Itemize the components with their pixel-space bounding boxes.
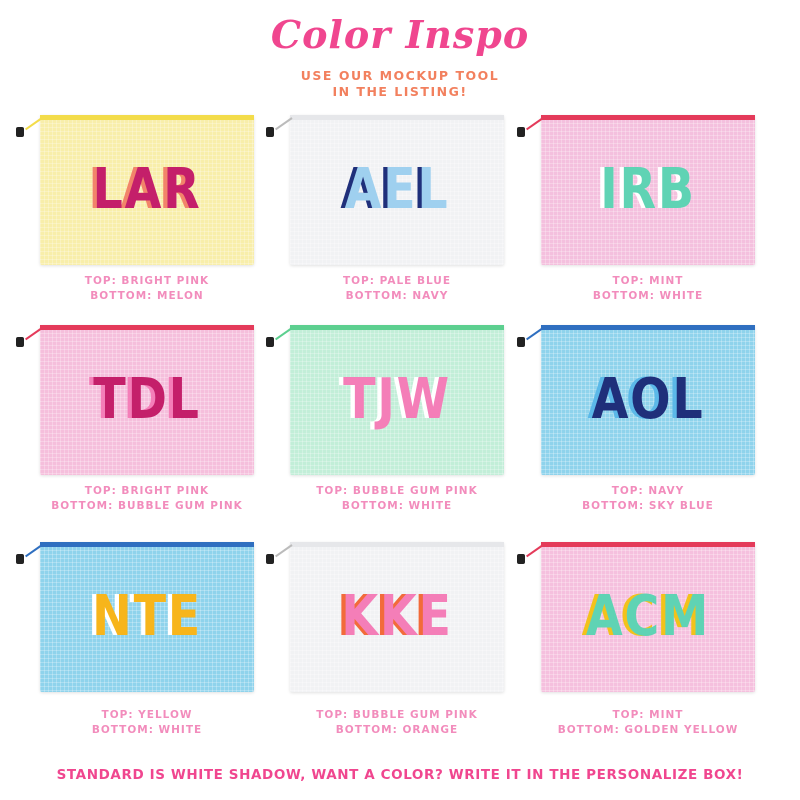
monogram: LAR [92,157,202,222]
caption-top: TOP: BUBBLE GUM PINK [316,709,478,721]
zipper-tab-icon [266,127,274,137]
zipper-pull-icon [526,544,544,558]
caption-bottom: BOTTOM: WHITE [592,290,704,302]
zipper [40,542,254,547]
zipper-tab-icon [266,337,274,347]
caption-top: TOP: PALE BLUE [342,275,452,287]
monogram: TDL [93,367,201,432]
color-caption: TOP: MINT BOTTOM: WHITE [518,274,778,304]
zipper [40,115,254,120]
pouch-kke: KKE [266,542,504,692]
monogram: NTE [92,584,202,649]
zipper-pull-icon [526,327,544,341]
zipper-tab-icon [517,554,525,564]
caption-bottom: BOTTOM: NAVY [345,290,449,302]
zipper-pull-icon [275,544,293,558]
monogram: IRB [600,157,696,222]
subtitle-line-1: USE OUR MOCKUP TOOL [300,68,500,83]
page-title: Color Inspo [270,12,530,57]
color-caption: TOP: BUBBLE GUM PINK BOTTOM: WHITE [267,484,527,514]
caption-top: TOP: NAVY [611,485,685,497]
zipper [541,542,755,547]
pouch-nte: NTE [16,542,254,692]
caption-bottom: BOTTOM: ORANGE [335,724,459,736]
color-caption: TOP: MINT BOTTOM: GOLDEN YELLOW [518,708,778,738]
zipper-tab-icon [517,337,525,347]
caption-top: TOP: YELLOW [101,709,193,721]
color-caption: TOP: YELLOW BOTTOM: WHITE [17,708,277,738]
pouch-tdl: TDL [16,325,254,475]
zipper [290,325,504,330]
zipper-tab-icon [16,554,24,564]
zipper-pull-icon [275,117,293,131]
zipper-pull-icon [275,327,293,341]
color-caption: TOP: BUBBLE GUM PINK BOTTOM: ORANGE [267,708,527,738]
caption-bottom: BOTTOM: SKY BLUE [582,500,714,512]
pouch-irb: IRB [517,115,755,265]
caption-bottom: BOTTOM: MELON [90,290,204,302]
zipper [541,325,755,330]
zipper-pull-icon [25,544,43,558]
pouch-acm: ACM [517,542,755,692]
zipper-pull-icon [25,327,43,341]
pouch-tjw: TJW [266,325,504,475]
zipper-pull-icon [526,117,544,131]
zipper-tab-icon [16,337,24,347]
caption-top: TOP: MINT [612,275,684,287]
caption-top: TOP: BRIGHT PINK [84,275,210,287]
caption-bottom: BOTTOM: WHITE [341,500,453,512]
subtitle-line-2: IN THE LISTING! [332,84,468,99]
zipper [541,115,755,120]
zipper [40,325,254,330]
pouch-aol: AOL [517,325,755,475]
monogram: TJW [343,367,451,432]
zipper-tab-icon [266,554,274,564]
monogram: AOL [591,367,705,432]
zipper [290,542,504,547]
zipper-tab-icon [16,127,24,137]
monogram: AEL [344,157,450,222]
monogram: KKE [341,584,453,649]
pouch-lar: LAR [16,115,254,265]
color-caption: TOP: BRIGHT PINK BOTTOM: BUBBLE GUM PINK [17,484,277,514]
footer-note: STANDARD IS WHITE SHADOW, WANT A COLOR? … [56,767,744,783]
pouch-ael: AEL [266,115,504,265]
monogram: ACM [585,584,711,649]
zipper-tab-icon [517,127,525,137]
caption-bottom: BOTTOM: GOLDEN YELLOW [557,724,739,736]
caption-bottom: BOTTOM: WHITE [91,724,203,736]
caption-top: TOP: MINT [612,709,684,721]
zipper-pull-icon [25,117,43,131]
color-caption: TOP: NAVY BOTTOM: SKY BLUE [518,484,778,514]
caption-top: TOP: BRIGHT PINK [84,485,210,497]
caption-top: TOP: BUBBLE GUM PINK [316,485,478,497]
color-caption: TOP: PALE BLUE BOTTOM: NAVY [267,274,527,304]
zipper [290,115,504,120]
caption-bottom: BOTTOM: BUBBLE GUM PINK [51,500,243,512]
color-caption: TOP: BRIGHT PINK BOTTOM: MELON [17,274,277,304]
